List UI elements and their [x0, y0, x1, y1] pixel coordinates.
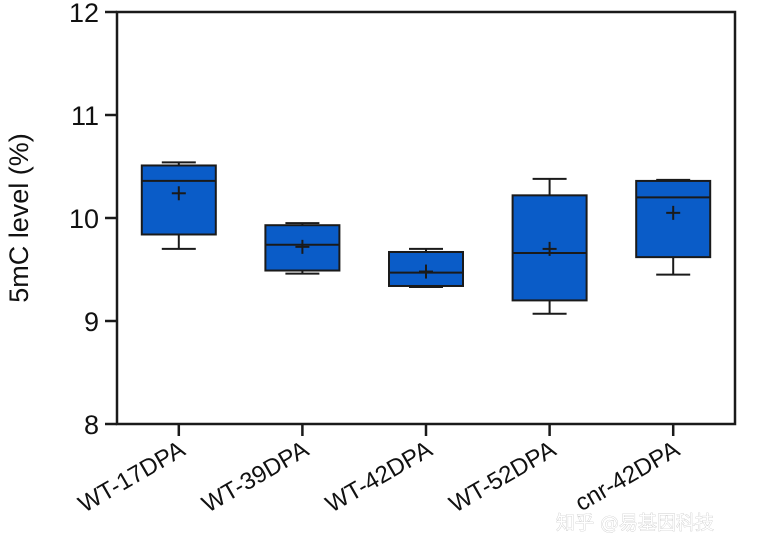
box-iqr: [635, 179, 712, 259]
y-tick-label: 12: [69, 0, 99, 28]
y-axis: 8 9 10 11 12: [69, 0, 117, 440]
box-wt-39dpa: [264, 222, 341, 275]
watermark-text: 知乎 @易基因科技: [556, 512, 714, 534]
y-tick-label: 9: [84, 307, 99, 337]
x-category-label: WT-52DPA: [445, 436, 561, 519]
x-category-label: WT-39DPA: [197, 436, 313, 519]
box-series: [140, 161, 712, 315]
x-category-label: WT-17DPA: [74, 436, 190, 519]
y-tick-label: 8: [84, 410, 99, 440]
x-axis: WT-17DPA WT-39DPA WT-42DPA WT-52DPA cnr-42DP…: [74, 424, 684, 518]
box-wt-52dpa: [511, 177, 588, 315]
y-tick-label: 10: [69, 204, 99, 234]
y-tick-label: 11: [71, 101, 99, 131]
x-category-label: WT-42DPA: [321, 436, 437, 519]
box-wt-17dpa: [140, 161, 217, 250]
box-wt-42dpa: [388, 247, 464, 289]
y-axis-title: 5mC level (%): [4, 133, 34, 303]
x-category-label: cnr-42DPA: [571, 436, 685, 517]
box-cnr-42dpa: [635, 178, 712, 276]
